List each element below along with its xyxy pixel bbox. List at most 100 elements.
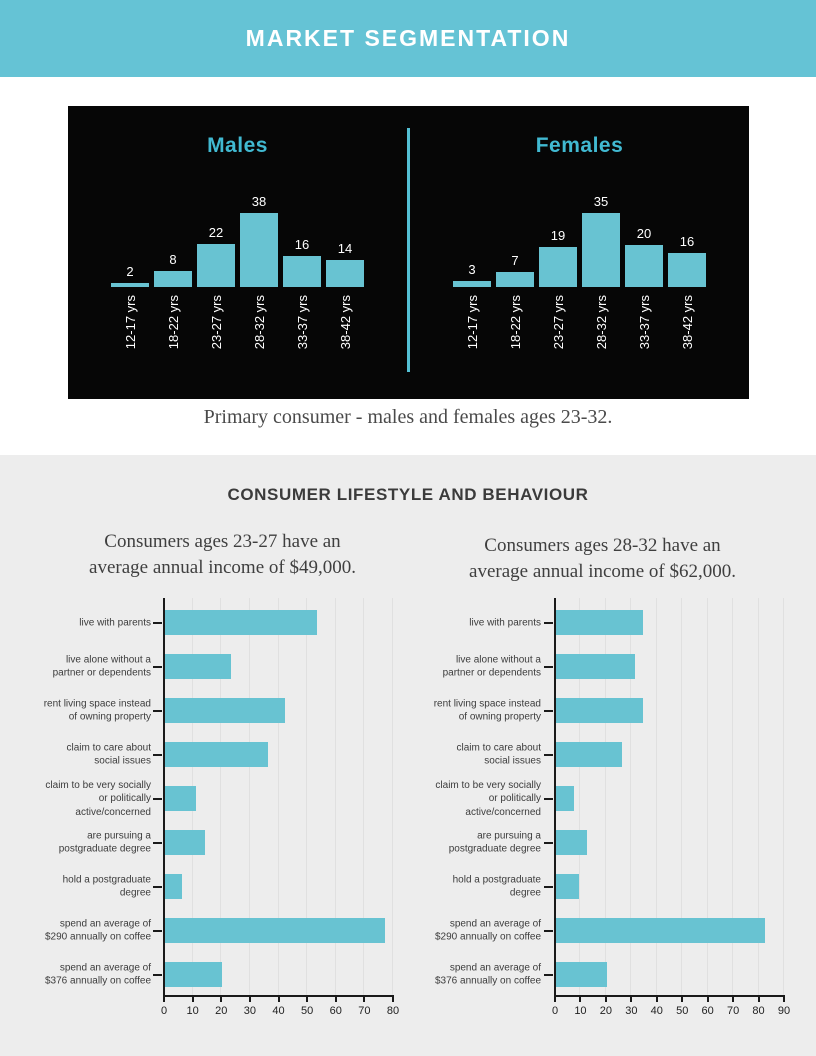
x-axis-tick-label: 60 xyxy=(329,1005,342,1017)
gridline xyxy=(757,598,759,995)
bar xyxy=(197,244,235,287)
x-axis-tick xyxy=(732,995,735,1002)
lifestyle-chart-23-27: live with parents live alone without a par… xyxy=(30,598,415,1038)
primary-consumer-caption: Primary consumer - males and females age… xyxy=(203,406,613,428)
bar xyxy=(165,830,205,855)
age-group-label: 28-32 yrs xyxy=(240,295,278,365)
x-axis-tick xyxy=(706,995,709,1002)
bar-value-label: 8 xyxy=(169,252,177,267)
gridline xyxy=(783,598,784,995)
age-group-label-text: 28-32 yrs xyxy=(251,295,267,350)
x-axis-tick-label: 0 xyxy=(160,1005,168,1017)
category-label: claim to care about social issues xyxy=(30,741,152,768)
age-group-label-text: 12-17 yrs xyxy=(464,295,480,350)
x-axis-line xyxy=(554,995,785,997)
x-axis-tick-label: 30 xyxy=(243,1005,256,1017)
bar xyxy=(556,918,765,943)
category-label-line: of owning property xyxy=(68,711,151,723)
category-label-line: $376 annually on coffee xyxy=(44,975,151,987)
category-label: spend an average of $290 annually on coff… xyxy=(420,917,541,944)
gridline xyxy=(248,598,250,995)
bar-column: 14 xyxy=(326,241,364,287)
gridline xyxy=(579,598,581,995)
category-label-line: active/concerned xyxy=(465,806,541,818)
category-label-line: postgraduate degree xyxy=(58,843,151,855)
lifestyle-chart-28-32: live with parents live alone without a par… xyxy=(420,598,805,1038)
y-axis-line xyxy=(163,598,165,997)
bar-column: 20 xyxy=(625,226,663,287)
age-group-label: 38-42 yrs xyxy=(326,295,364,365)
category-label: live with parents xyxy=(30,616,151,630)
gridline xyxy=(706,598,708,995)
category-tick xyxy=(544,841,553,844)
x-axis-tick-label: 0 xyxy=(551,1005,559,1017)
gridline xyxy=(604,598,606,995)
category-label: are pursuing a postgraduate degree xyxy=(420,829,541,856)
category-label: claim to be very socially or politically a… xyxy=(420,778,541,819)
category-label: spend an average of $290 annually on coff… xyxy=(30,917,151,944)
bar xyxy=(556,786,574,811)
bar xyxy=(165,654,231,679)
header-banner: MARKET SEGMENTATION xyxy=(0,0,816,77)
category-label-line: $290 annually on coffee xyxy=(44,931,151,943)
category-tick xyxy=(544,753,553,756)
x-axis-tick xyxy=(277,995,280,1002)
x-axis-tick xyxy=(392,995,394,1002)
bar xyxy=(556,610,643,635)
category-label: hold a postgraduate degree xyxy=(420,873,541,900)
bar-column: 8 xyxy=(154,252,192,287)
category-tick xyxy=(153,621,162,624)
caption-ages-23-27: Consumers ages 23-27 have an average ann… xyxy=(40,529,405,581)
category-tick xyxy=(153,841,162,844)
category-label-line: spend an average of xyxy=(59,962,151,973)
category-label: spend an average of $376 annually on coff… xyxy=(420,961,541,988)
category-tick xyxy=(544,973,553,976)
category-tick xyxy=(153,709,162,712)
x-axis-tick-label: 50 xyxy=(676,1005,689,1017)
bar xyxy=(556,874,579,899)
x-axis-tick-label: 70 xyxy=(358,1005,371,1017)
x-axis-tick-label: 10 xyxy=(186,1005,199,1017)
gridline xyxy=(306,598,308,995)
category-label-line: claim to be very socially xyxy=(45,779,151,791)
bar-value-label: 19 xyxy=(550,228,566,243)
x-axis-tick xyxy=(655,995,658,1002)
category-label-line: claim to be very socially xyxy=(435,779,541,791)
bar-value-label: 3 xyxy=(468,262,476,277)
x-axis-tick-label: 40 xyxy=(272,1005,285,1017)
x-axis-tick xyxy=(191,995,194,1002)
age-group-label: 12-17 yrs xyxy=(111,295,149,365)
x-axis-tick xyxy=(554,995,556,1002)
x-axis-tick-label: 70 xyxy=(726,1005,740,1017)
age-group-label-text: 33-37 yrs xyxy=(636,295,652,350)
category-label-line: are pursuing a xyxy=(477,830,541,841)
bar xyxy=(165,698,285,723)
x-axis-tick-label: 40 xyxy=(650,1005,663,1017)
age-group-label-text: 23-27 yrs xyxy=(208,295,224,350)
males-age-chart: Males 2 8 22 38 16 14 12-17 yrs 18-22 yrs 23-27 y… xyxy=(68,106,407,399)
bar xyxy=(165,962,222,987)
caption-line: Consumers ages 23-27 have an xyxy=(104,531,341,552)
category-label-line: hold a postgraduate xyxy=(452,874,541,885)
x-axis-tick xyxy=(306,995,309,1002)
bar xyxy=(556,962,607,987)
age-bars: 3 7 19 35 20 16 xyxy=(410,194,749,287)
category-label-line: degree xyxy=(509,887,541,899)
bar-value-label: 38 xyxy=(251,194,267,209)
category-label-line: social issues xyxy=(94,755,151,767)
gridline xyxy=(392,598,393,995)
category-label-line: or politically xyxy=(98,792,151,804)
category-label: are pursuing a postgraduate degree xyxy=(30,829,151,856)
age-group-label-text: 12-17 yrs xyxy=(122,295,138,350)
category-label-line: rent living space instead xyxy=(433,698,541,709)
bar xyxy=(556,742,622,767)
age-group-label: 23-27 yrs xyxy=(539,295,577,365)
category-tick xyxy=(544,621,553,624)
age-axis-labels: 12-17 yrs 18-22 yrs 23-27 yrs 28-32 yrs 33-3… xyxy=(410,295,749,365)
category-label-line: $376 annually on coffee xyxy=(434,975,541,987)
gridline xyxy=(630,598,632,995)
females-age-chart: Females 3 7 19 35 20 16 12-17 yrs 18-22 yrs 23-27… xyxy=(410,106,749,399)
bar xyxy=(539,247,577,287)
gridline xyxy=(363,598,365,995)
category-tick xyxy=(153,665,162,668)
